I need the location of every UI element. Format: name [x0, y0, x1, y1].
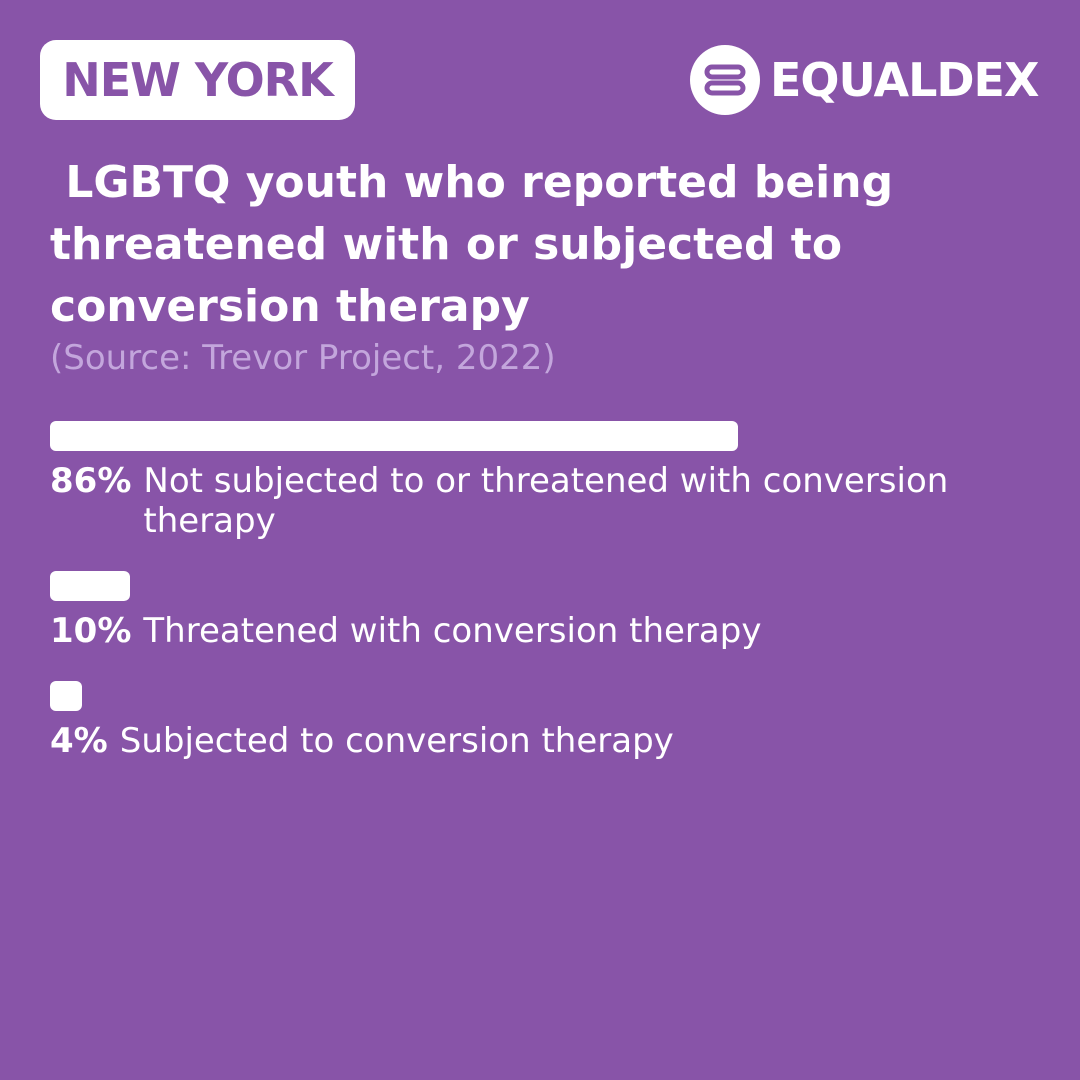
bar-row: 86% Not subjected to or threatened with c… [50, 421, 1050, 541]
value-label: 4% [50, 721, 108, 761]
bar-row: 4% Subjected to conversion therapy [50, 681, 1050, 761]
bar-label: 4% Subjected to conversion therapy [50, 721, 1050, 761]
category-label: Not subjected to or threatened with conv… [143, 461, 949, 541]
category-label: Subjected to conversion therapy [119, 721, 674, 761]
bar [50, 571, 130, 601]
brand-logo [690, 45, 760, 115]
region-badge: NEW YORK [40, 40, 355, 120]
bar-label: 86% Not subjected to or threatened with c… [50, 461, 1050, 541]
bar [50, 681, 82, 711]
bar-row: 10% Threatened with conversion therapy [50, 571, 1050, 651]
brand: EQUALDEX [690, 45, 1039, 115]
value-label: 10% [50, 611, 132, 651]
bar-list: 86% Not subjected to or threatened with c… [50, 421, 1050, 791]
category-label: Threatened with conversion therapy [143, 611, 762, 651]
chart-subtitle: (Source: Trevor Project, 2022) [50, 338, 556, 378]
bar [50, 421, 738, 451]
bar-label: 10% Threatened with conversion therapy [50, 611, 1050, 651]
value-label: 86% [50, 461, 132, 501]
chart-title: LGBTQ youth who reported being threatene… [50, 157, 909, 332]
brand-name: EQUALDEX [770, 53, 1039, 107]
